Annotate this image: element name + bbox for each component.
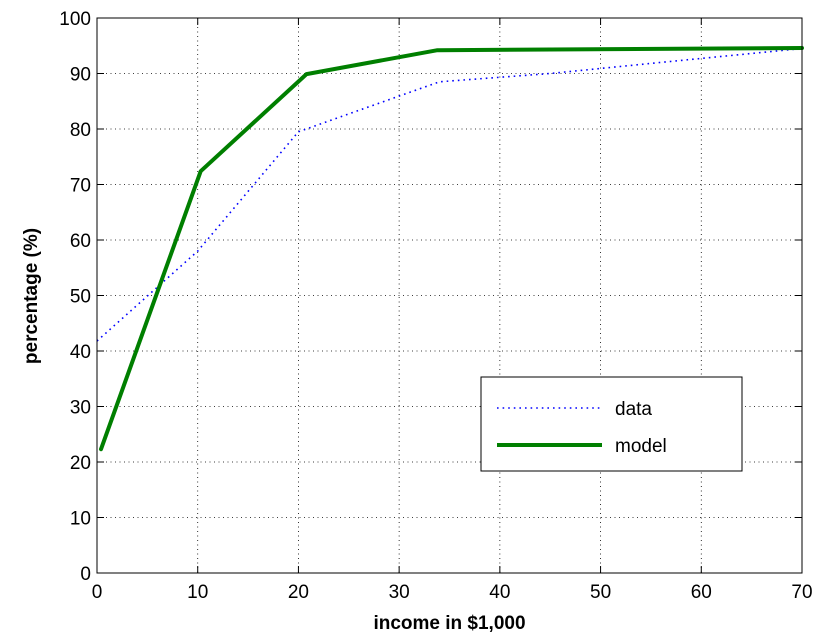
y-tick-label: 40 (70, 342, 91, 363)
y-axis-title: percentage (%) (21, 228, 42, 364)
legend-label-model: model (615, 436, 667, 457)
x-tick-label: 40 (489, 582, 510, 603)
x-tick-label: 50 (590, 582, 611, 603)
grid (97, 18, 802, 573)
x-tick-label: 0 (92, 582, 103, 603)
tick-labels: 0 10 20 30 40 50 60 70 0 10 20 30 40 50 60 70 80 90 100 (59, 9, 812, 603)
x-axis-title: income in $1,000 (373, 613, 525, 634)
x-tick-label: 70 (791, 582, 812, 603)
y-tick-label: 90 (70, 65, 91, 86)
legend: data model (480, 376, 743, 472)
x-tick-label: 20 (288, 582, 309, 603)
legend-label-data: data (615, 399, 652, 420)
series-layer (96, 46, 804, 452)
x-tick-label: 30 (389, 582, 410, 603)
series-line-model (99, 46, 804, 452)
y-tick-label: 100 (59, 9, 91, 30)
y-tick-label: 60 (70, 231, 91, 252)
series-line-data (96, 47, 803, 342)
ticks (96, 17, 803, 574)
y-tick-label: 0 (80, 564, 91, 585)
y-tick-label: 10 (70, 509, 91, 530)
y-tick-label: 20 (70, 453, 91, 474)
y-tick-label: 30 (70, 398, 91, 419)
legend-box (480, 376, 743, 472)
y-tick-label: 80 (70, 120, 91, 141)
x-tick-label: 10 (187, 582, 208, 603)
x-tick-label: 60 (691, 582, 712, 603)
y-tick-label: 50 (70, 287, 91, 308)
y-tick-label: 70 (70, 176, 91, 197)
